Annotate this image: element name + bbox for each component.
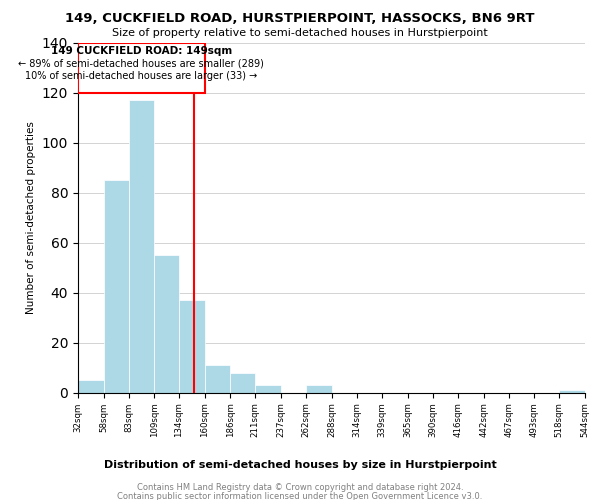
Text: Size of property relative to semi-detached houses in Hurstpierpoint: Size of property relative to semi-detach… <box>112 28 488 38</box>
Bar <box>230 372 255 392</box>
Text: Distribution of semi-detached houses by size in Hurstpierpoint: Distribution of semi-detached houses by … <box>104 460 496 470</box>
Bar <box>205 365 230 392</box>
Bar <box>104 180 128 392</box>
Bar <box>559 390 585 392</box>
Bar <box>128 100 154 392</box>
Y-axis label: Number of semi-detached properties: Number of semi-detached properties <box>26 121 37 314</box>
Bar <box>78 380 104 392</box>
Bar <box>179 300 205 392</box>
Text: 10% of semi-detached houses are larger (33) →: 10% of semi-detached houses are larger (… <box>25 71 257 81</box>
Bar <box>255 385 281 392</box>
Text: ← 89% of semi-detached houses are smaller (289): ← 89% of semi-detached houses are smalle… <box>19 58 265 68</box>
Text: 149, CUCKFIELD ROAD, HURSTPIERPOINT, HASSOCKS, BN6 9RT: 149, CUCKFIELD ROAD, HURSTPIERPOINT, HAS… <box>65 12 535 26</box>
Text: Contains public sector information licensed under the Open Government Licence v3: Contains public sector information licen… <box>118 492 482 500</box>
Bar <box>306 385 331 392</box>
Text: 149 CUCKFIELD ROAD: 149sqm: 149 CUCKFIELD ROAD: 149sqm <box>51 46 232 56</box>
Text: Contains HM Land Registry data © Crown copyright and database right 2024.: Contains HM Land Registry data © Crown c… <box>137 484 463 492</box>
FancyBboxPatch shape <box>78 42 205 92</box>
Bar <box>154 255 179 392</box>
